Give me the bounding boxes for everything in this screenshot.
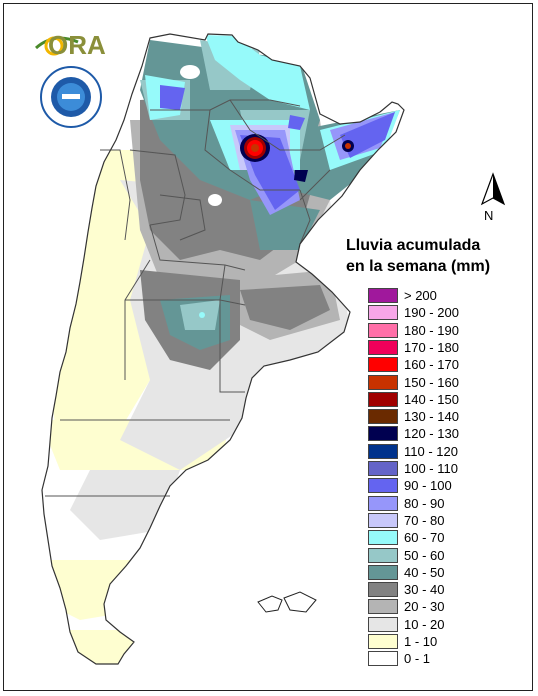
legend-label: 130 - 140: [404, 409, 459, 425]
legend-item: > 200: [368, 287, 508, 304]
legend-item: 20 - 30: [368, 598, 508, 615]
legend-item: 150 - 160: [368, 374, 508, 391]
legend-item: 170 - 180: [368, 339, 508, 356]
malvinas-islands: [257, 591, 317, 613]
legend-swatch: [368, 461, 398, 476]
legend-label: 30 - 40: [404, 582, 445, 598]
province-borders: [45, 99, 346, 497]
legend-swatch: [368, 391, 398, 407]
legend-item: 100 - 110: [368, 460, 508, 477]
legend-item: 90 - 100: [368, 477, 508, 494]
legend-swatch: [368, 512, 398, 528]
legend-swatch: [368, 616, 398, 632]
legend-swatch: [368, 339, 398, 355]
legend-label: 150 - 160: [404, 374, 459, 390]
legend-item: 190 - 200: [368, 304, 508, 321]
legend-swatch: [368, 374, 398, 390]
legend-swatch: [368, 409, 398, 425]
legend-item: 70 - 80: [368, 512, 508, 529]
legend-swatch: [368, 547, 398, 563]
ora-logo-icon: [35, 36, 79, 56]
legend-swatch: [368, 478, 398, 494]
legend-swatch: [368, 530, 398, 546]
legend-item: 130 - 140: [368, 408, 508, 425]
legend-label: 0 - 1: [404, 651, 431, 667]
legend-item: 80 - 90: [368, 495, 508, 512]
legend-item: 180 - 190: [368, 322, 508, 339]
legend-title-line1: Lluvia acumulada: [346, 237, 481, 254]
legend-swatch: [368, 305, 398, 321]
legend-label: 50 - 60: [404, 547, 445, 563]
legend-item: 40 - 50: [368, 564, 508, 581]
legend-item: 120 - 130: [368, 425, 508, 442]
legend-label: 100 - 110: [404, 461, 458, 476]
legend-swatch: [368, 564, 398, 580]
rainfall-shading: [42, 35, 400, 664]
legend-label: 70 - 80: [404, 512, 445, 528]
legend-swatch: [368, 443, 398, 459]
legend-swatch: [368, 357, 398, 373]
legend-label: 180 - 190: [404, 322, 459, 338]
legend-title: Lluvia acumulada en la semana (mm): [346, 235, 490, 277]
legend-label: 40 - 50: [404, 564, 445, 580]
legend-swatch: [368, 651, 398, 667]
north-arrow-icon: [480, 172, 506, 206]
legend-label: 10 - 20: [404, 616, 445, 632]
legend-item: 30 - 40: [368, 581, 508, 598]
legend-item: 50 - 60: [368, 547, 508, 564]
legend-item: 110 - 120: [368, 443, 508, 460]
legend-item: 60 - 70: [368, 529, 508, 546]
legend-label: 60 - 70: [404, 530, 445, 546]
legend-label: 160 - 170: [404, 357, 459, 373]
legend-label: 80 - 90: [404, 495, 445, 511]
legend-item: 1 - 10: [368, 633, 508, 650]
legend-label: 20 - 30: [404, 599, 445, 615]
rainfall-hotspot: [180, 65, 354, 318]
legend-swatch: [368, 322, 398, 338]
legend-label: > 200: [404, 288, 437, 303]
legend-item: 0 - 1: [368, 650, 508, 667]
legend-label: 190 - 200: [404, 305, 459, 321]
legend-label: 90 - 100: [404, 478, 452, 494]
legend-label: 170 - 180: [404, 339, 459, 355]
legend-swatch: [368, 634, 398, 649]
legend-item: 160 - 170: [368, 356, 508, 373]
smn-seal-icon: [40, 66, 102, 128]
legend-swatch: [368, 582, 398, 598]
legend-label: 120 - 130: [404, 426, 459, 442]
legend-item: 10 - 20: [368, 616, 508, 633]
legend-label: 1 - 10: [404, 634, 438, 649]
legend-swatch: [368, 426, 398, 442]
legend-label: 140 - 150: [404, 391, 459, 407]
legend-swatch: [368, 599, 398, 615]
legend-title-line2: en la semana (mm): [346, 258, 491, 275]
north-label: N: [484, 208, 494, 223]
legend-swatch: [368, 495, 398, 511]
ora-logo-text: ORA: [48, 30, 106, 60]
legend-item: 140 - 150: [368, 391, 508, 408]
argentina-outline: [41, 33, 405, 665]
legend-swatch: [368, 288, 398, 303]
legend-label: 110 - 120: [404, 443, 458, 459]
